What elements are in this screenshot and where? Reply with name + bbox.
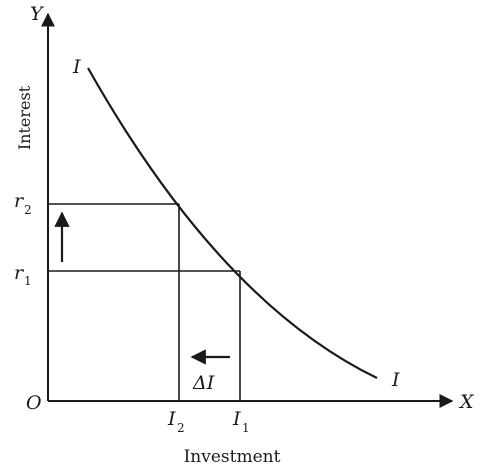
r1-tick-label: r 1 [14,262,32,288]
svg-text:I: I [232,408,241,430]
svg-text:r: r [14,262,25,284]
svg-text:1: 1 [242,421,250,435]
origin-label: O [26,392,42,414]
i2-tick-label: I 2 [167,408,185,435]
svg-text:2: 2 [177,421,185,435]
r2-tick-label: r 2 [14,190,32,217]
curve-label-top: I [72,56,81,78]
i1-tick-label: I 1 [232,408,250,435]
svg-text:2: 2 [24,203,32,217]
x-axis-title: Investment [184,447,281,467]
y-axis-title: Interest [15,85,34,150]
delta-i-label: ΔI [192,372,215,394]
svg-text:r: r [14,190,25,212]
investment-demand-curve [87,67,378,379]
y-axis-letter: Y [30,3,45,25]
svg-text:I: I [167,408,176,430]
x-axis-letter: X [458,391,475,413]
svg-text:1: 1 [24,274,32,288]
curve-label-bottom: I [391,369,400,391]
